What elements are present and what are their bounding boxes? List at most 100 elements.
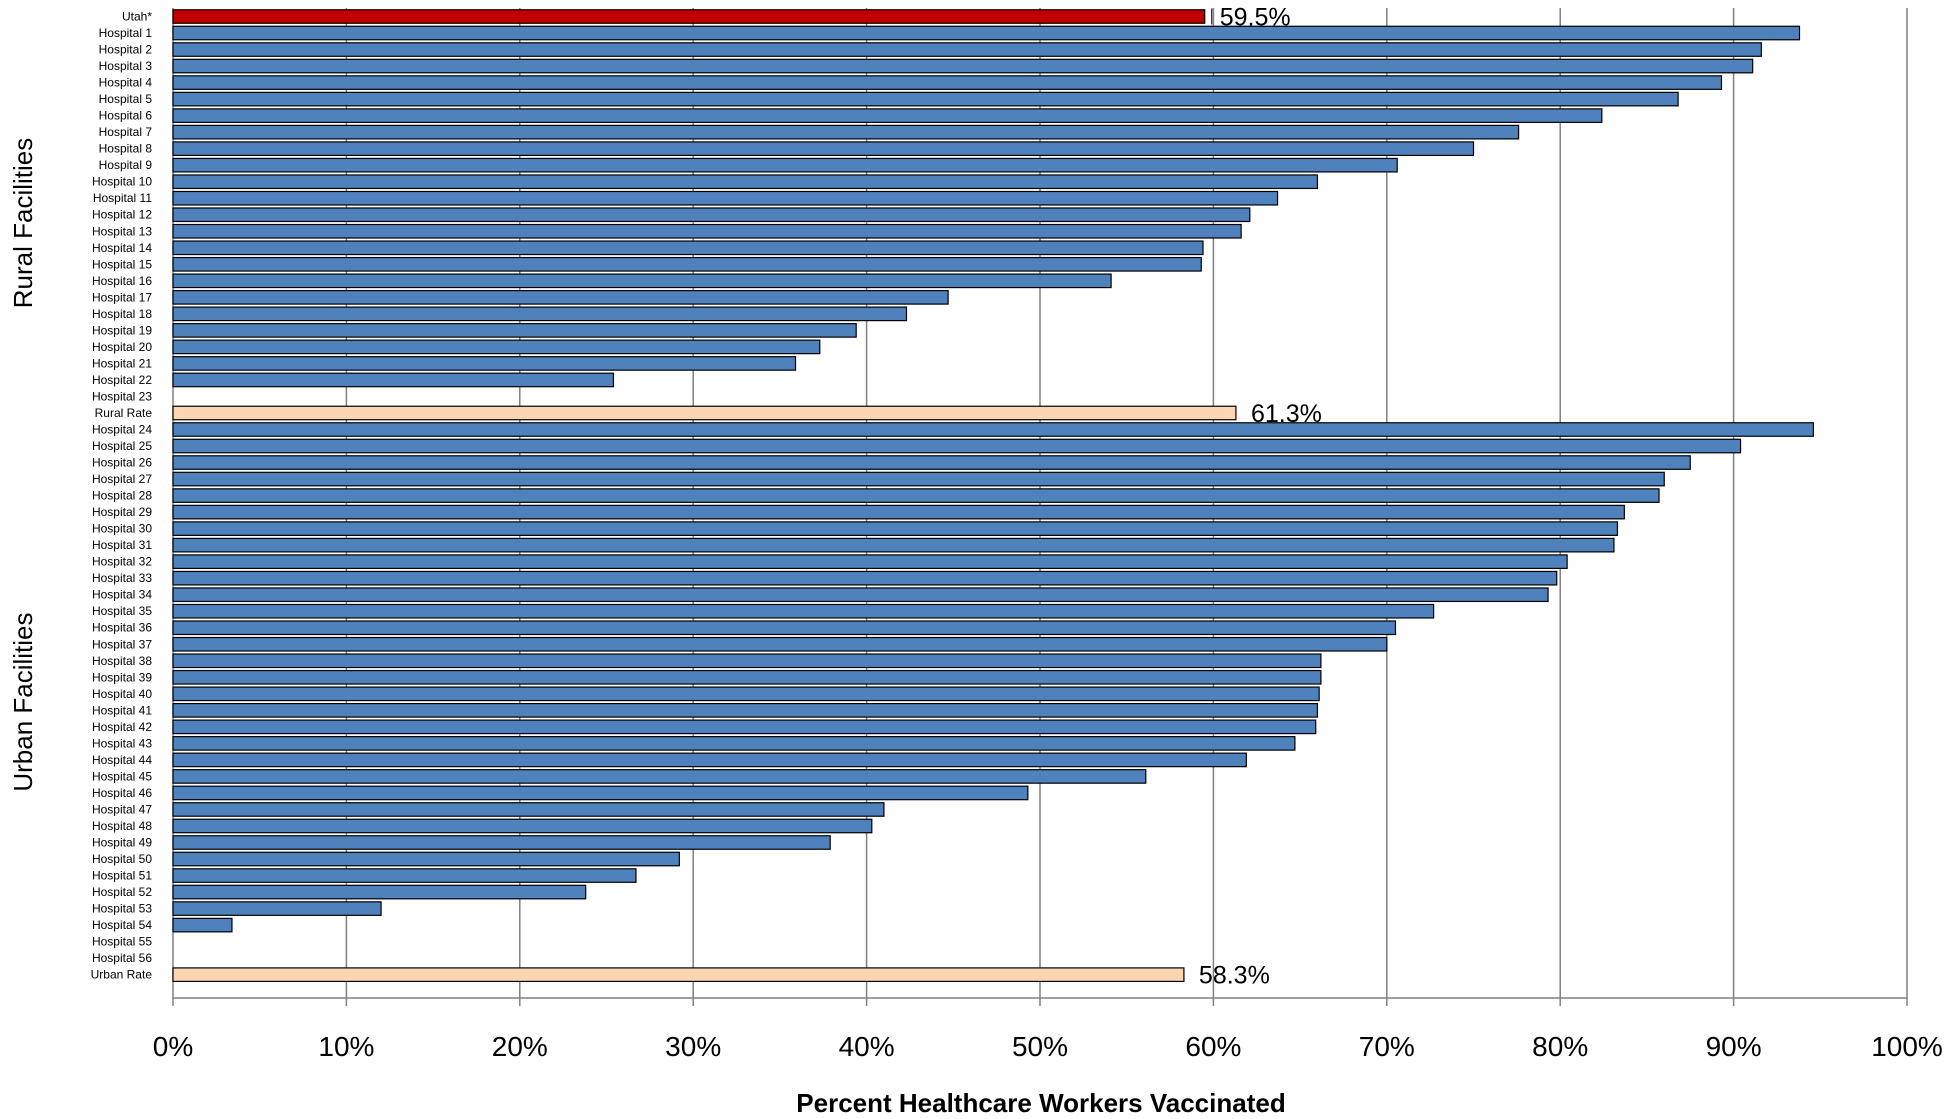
hospital-bar [172, 240, 1204, 256]
hospital-bar [172, 620, 1397, 636]
category-label: Hospital 8 [99, 142, 153, 156]
category-label: Hospital 35 [92, 604, 152, 618]
category-label: Hospital 28 [92, 489, 152, 503]
hospital-bar [172, 521, 1619, 536]
hospital-bar [172, 75, 1723, 90]
category-label: Urban Rate [91, 968, 153, 982]
category-label: Hospital 26 [92, 456, 152, 470]
x-axis-title: Percent Healthcare Workers Vaccinated [796, 1088, 1285, 1118]
hospital-bar [172, 917, 233, 933]
hospital-bar [172, 653, 1322, 669]
hospital-bar [172, 422, 1814, 437]
category-labels: Utah* Hospital 1 Hospital 2 Hospital 3 Hospi… [91, 10, 153, 982]
hospital-bar [172, 884, 587, 900]
group-labels: Rural Facilities Urban Facilities [8, 138, 38, 792]
hospital-bar [172, 636, 1388, 652]
x-tick-label: 90% [1706, 1031, 1762, 1062]
hospital-bar [172, 570, 1558, 586]
hospital-bar [172, 554, 1568, 570]
x-tick-label: 40% [839, 1031, 895, 1062]
bar-value-label: 61.3% [1251, 400, 1322, 428]
category-label: Hospital 49 [92, 836, 152, 850]
x-tick-label: 70% [1359, 1031, 1415, 1062]
category-label: Hospital 14 [92, 241, 152, 255]
hospital-bar [172, 91, 1679, 107]
hospital-bar [172, 25, 1801, 41]
category-label: Hospital 56 [92, 951, 152, 965]
category-label: Hospital 15 [92, 257, 152, 271]
category-label: Hospital 33 [92, 571, 152, 585]
category-label: Hospital 36 [92, 621, 152, 635]
category-label: Hospital 24 [92, 423, 152, 437]
hospital-bar [172, 58, 1754, 74]
category-label: Hospital 54 [92, 918, 152, 932]
hospital-bar [172, 851, 680, 867]
category-label: Hospital 7 [99, 125, 153, 139]
category-label: Hospital 1 [99, 26, 153, 40]
aggregate-bar [172, 967, 1185, 983]
aggregate-bar [172, 405, 1237, 421]
category-label: Hospital 37 [92, 637, 152, 651]
hospital-bar [172, 223, 1242, 239]
state-bar [172, 9, 1206, 24]
category-label: Hospital 46 [92, 786, 152, 800]
hospital-bar [172, 108, 1603, 123]
category-label: Hospital 43 [92, 736, 152, 750]
x-tick-label: 60% [1185, 1031, 1241, 1062]
category-label: Hospital 47 [92, 802, 152, 816]
hospital-bar [172, 769, 1147, 784]
x-tick-label: 50% [1012, 1031, 1068, 1062]
category-label: Rural Rate [95, 406, 153, 420]
hospital-bar [172, 190, 1279, 206]
hospital-bar [172, 372, 615, 388]
hospital-bar [172, 323, 857, 338]
hospital-bar [172, 289, 949, 305]
category-label: Hospital 45 [92, 769, 152, 783]
category-label: Hospital 32 [92, 555, 152, 569]
bars [172, 9, 1814, 983]
category-label: Hospital 29 [92, 505, 152, 519]
hospital-bar [172, 736, 1296, 751]
category-label: Hospital 2 [99, 43, 153, 57]
hospital-bar [172, 124, 1520, 140]
hospital-bar [172, 719, 1317, 735]
category-label: Hospital 12 [92, 208, 152, 222]
category-label: Hospital 9 [99, 158, 153, 172]
hospital-bar [172, 537, 1615, 553]
x-tick-label: 20% [492, 1031, 548, 1062]
group-label: Rural Facilities [8, 138, 38, 309]
category-label: Hospital 23 [92, 389, 152, 403]
category-label: Hospital 20 [92, 340, 152, 354]
category-label: Hospital 38 [92, 654, 152, 668]
hospital-bar [172, 174, 1319, 190]
hospital-bar [172, 488, 1660, 503]
category-label: Utah* [122, 10, 152, 24]
category-label: Hospital 18 [92, 307, 152, 321]
category-label: Hospital 27 [92, 472, 152, 486]
hospital-bar [172, 669, 1322, 685]
category-label: Hospital 3 [99, 59, 153, 73]
category-label: Hospital 50 [92, 852, 152, 866]
category-label: Hospital 40 [92, 687, 152, 701]
bar-value-label: 58.3% [1199, 962, 1270, 990]
category-label: Hospital 52 [92, 885, 152, 899]
category-label: Hospital 41 [92, 703, 152, 717]
hospital-bar [172, 818, 873, 834]
bar-value-label: 59.5% [1220, 4, 1291, 32]
category-label: Hospital 39 [92, 670, 152, 684]
category-label: Hospital 21 [92, 356, 152, 370]
category-label: Hospital 55 [92, 935, 152, 949]
hospital-bar [172, 504, 1625, 520]
category-label: Hospital 22 [92, 373, 152, 387]
x-tick-label: 0% [153, 1031, 193, 1062]
category-label: Hospital 48 [92, 819, 152, 833]
hospital-bar [172, 207, 1251, 223]
category-label: Hospital 17 [92, 290, 152, 304]
category-label: Hospital 4 [99, 76, 153, 90]
category-label: Hospital 19 [92, 323, 152, 337]
x-tick-labels: 0% 10% 20% 30% 40% 50% 60% 70% 80% 90% 100% [153, 1031, 1943, 1062]
hospital-bar [172, 455, 1691, 470]
hospital-bar [172, 157, 1398, 173]
category-label: Hospital 10 [92, 175, 152, 189]
